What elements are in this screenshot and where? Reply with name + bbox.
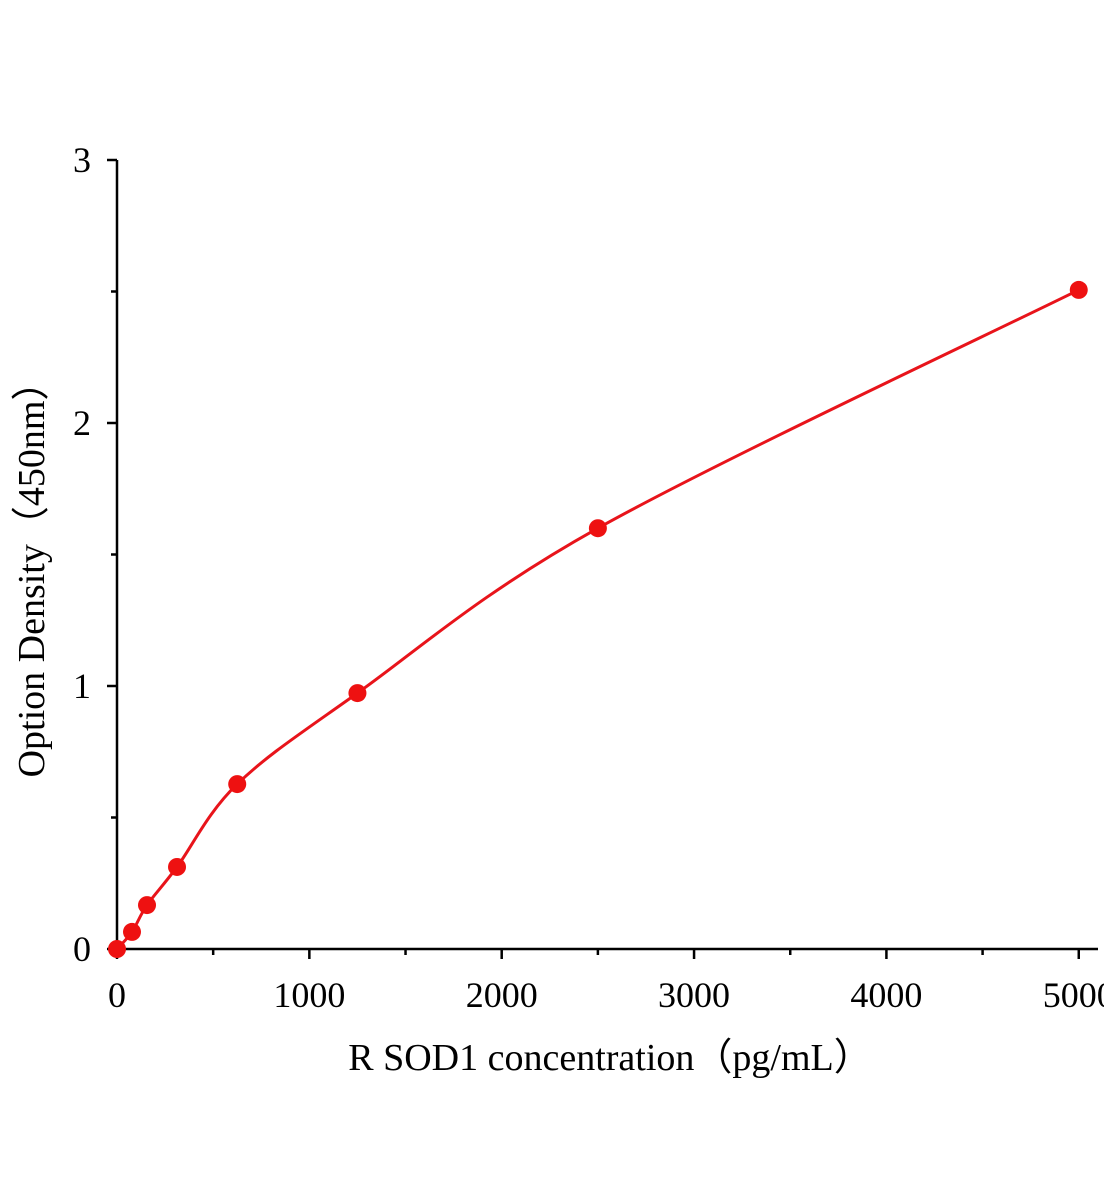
y-tick-label: 0 xyxy=(73,929,91,969)
x-tick-label: 2000 xyxy=(466,975,538,1015)
data-point xyxy=(123,922,142,941)
y-tick-label: 2 xyxy=(73,403,91,443)
x-tick-label: 3000 xyxy=(658,975,730,1015)
data-point xyxy=(168,857,187,876)
y-axis-label: Option Density（450nm） xyxy=(11,363,53,778)
x-tick-label: 5000 xyxy=(1043,975,1104,1015)
x-axis-label: R SOD1 concentration（pg/mL） xyxy=(348,1037,871,1079)
y-tick-label: 3 xyxy=(73,140,91,180)
data-point xyxy=(1069,280,1088,299)
x-tick-label: 0 xyxy=(108,975,126,1015)
x-tick-label: 4000 xyxy=(850,975,922,1015)
data-point xyxy=(228,775,247,794)
data-point xyxy=(108,940,126,958)
y-tick-label: 1 xyxy=(73,666,91,706)
data-point xyxy=(348,684,367,703)
fit-curve xyxy=(115,288,1080,951)
data-point xyxy=(138,896,157,915)
x-tick-label: 1000 xyxy=(273,975,345,1015)
data-point xyxy=(588,519,607,538)
